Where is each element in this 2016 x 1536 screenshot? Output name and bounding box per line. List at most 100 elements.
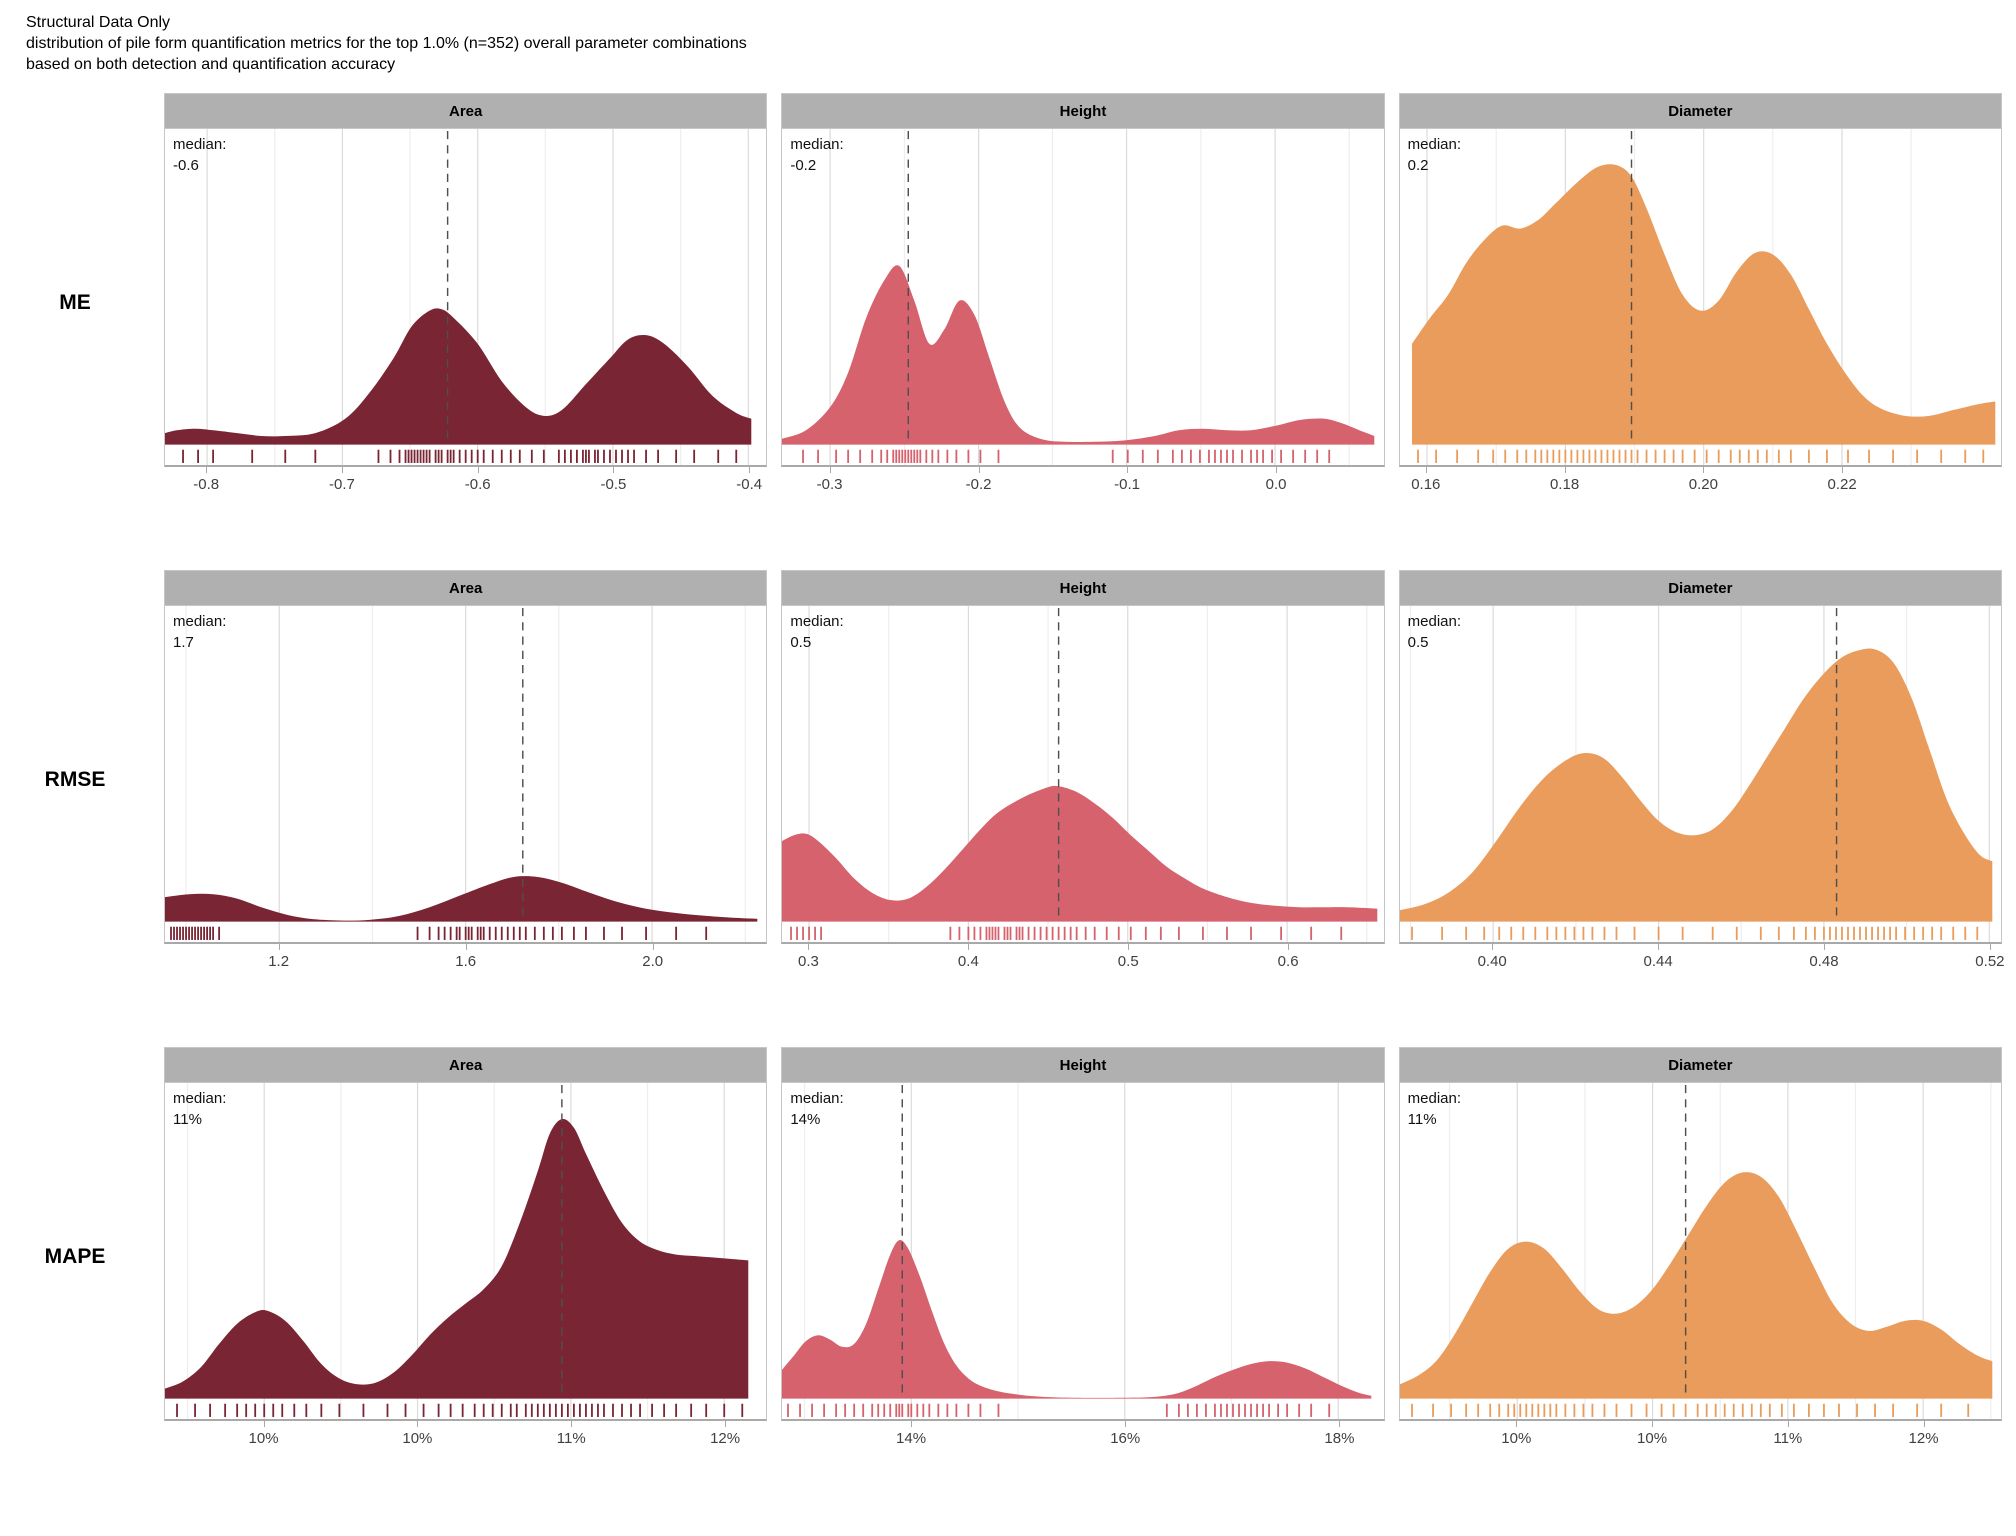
- panel-me-area: Area median: -0.6 -0.8 -0.7 -0.6 -0.5 -0.4: [164, 93, 768, 513]
- panel-mape-diameter: Diameter median: 11% 10% 10% 11% 12%: [1398, 1047, 2002, 1467]
- facet-strip-area: Area: [164, 93, 768, 128]
- median-label: median:: [790, 1090, 844, 1107]
- x-tick-label: 16%: [1110, 1430, 1141, 1447]
- median-value: 0.5: [1407, 634, 1429, 651]
- x-tick-label: 0.48: [1809, 953, 1839, 970]
- density-area: [1399, 648, 1992, 922]
- median-value: -0.2: [790, 157, 817, 174]
- panel-rmse-diameter: Diameter median: 0.5 0.40 0.44 0.48 0.52: [1398, 570, 2005, 990]
- x-axis: -0.8 -0.7 -0.6 -0.5 -0.4: [164, 467, 767, 513]
- x-tick-mark: [652, 944, 654, 950]
- x-tick-mark: [749, 467, 751, 473]
- x-tick-mark: [808, 944, 810, 950]
- x-axis: 14% 16% 18%: [781, 1421, 1384, 1467]
- x-tick-label: -0.5: [600, 476, 627, 493]
- x-tick-mark: [1787, 1421, 1789, 1427]
- x-tick-mark: [263, 1421, 265, 1427]
- x-tick-mark: [1516, 1421, 1518, 1427]
- row-label-rmse: RMSE: [44, 768, 106, 791]
- median-label: median:: [790, 136, 844, 153]
- median-annotation: median: 0.5: [1408, 611, 1461, 653]
- median-label: median:: [173, 1090, 227, 1107]
- x-tick-mark: [571, 1421, 573, 1427]
- x-axis: 10% 10% 11% 12%: [1399, 1421, 2002, 1467]
- density-plot: median: 11%: [1398, 1082, 2002, 1421]
- median-value: -0.6: [173, 157, 199, 174]
- x-tick-mark: [1703, 467, 1705, 473]
- title-line-1: Structural Data Only: [26, 14, 171, 31]
- x-tick-mark: [613, 467, 615, 473]
- row-label-me: ME: [59, 291, 91, 314]
- median-value: 0.5: [790, 634, 812, 651]
- panel-me-height: Height median: -0.2 -0.3 -0.2 -0.1 0.0: [781, 93, 1385, 513]
- x-tick-mark: [417, 1421, 419, 1427]
- x-tick-label: 0.5: [1117, 953, 1139, 970]
- x-tick-label: 2.0: [642, 953, 664, 970]
- x-tick-mark: [1842, 467, 1844, 473]
- density-plot: median: -0.2: [781, 128, 1385, 467]
- panel-mape-height: Height median: 14% 14% 16% 18%: [781, 1047, 1385, 1467]
- chart-title-block: Structural Data Only distribution of pil…: [0, 0, 2016, 75]
- x-tick-label: 0.18: [1549, 476, 1580, 493]
- x-axis: -0.3 -0.2 -0.1 0.0: [781, 467, 1384, 513]
- row-label-mape: MAPE: [44, 1245, 106, 1268]
- density-svg: [782, 129, 1375, 465]
- x-tick-label: 0.52: [1975, 953, 2005, 970]
- panel-me-diameter: Diameter median: 0.2 0.16 0.18 0.20 0.22: [1398, 93, 2002, 513]
- x-tick-mark: [206, 467, 208, 473]
- median-label: median:: [790, 613, 844, 630]
- x-tick-mark: [341, 467, 343, 473]
- median-annotation: median: -0.2: [790, 134, 843, 176]
- median-value: 14%: [790, 1111, 821, 1128]
- x-tick-label: -0.7: [329, 476, 355, 493]
- median-annotation: median: 0.5: [790, 611, 843, 653]
- median-label: median:: [1407, 136, 1462, 153]
- panel-rmse-area: Area median: 1.7 1.2 1.6 2.0: [164, 570, 768, 990]
- x-tick-mark: [911, 1421, 913, 1427]
- median-value: 11%: [173, 1111, 202, 1128]
- x-tick-mark: [1658, 944, 1660, 950]
- x-tick-label: 0.20: [1688, 476, 1718, 493]
- x-tick-label: 12%: [710, 1430, 741, 1447]
- facet-strip-area: Area: [164, 570, 768, 605]
- density-area: [1399, 1172, 1992, 1399]
- x-tick-label: -0.4: [736, 476, 763, 493]
- density-svg: [165, 606, 758, 942]
- x-axis: 1.2 1.6 2.0: [164, 944, 767, 990]
- x-tick-mark: [968, 944, 970, 950]
- density-svg: [1399, 1083, 1992, 1419]
- title-line-2: distribution of pile form quantification…: [26, 35, 747, 52]
- x-tick-label: -0.3: [816, 476, 843, 493]
- x-tick-label: -0.2: [965, 476, 992, 493]
- x-axis: 0.40 0.44 0.48 0.52: [1399, 944, 2005, 990]
- x-tick-mark: [725, 1421, 727, 1427]
- density-svg: [782, 606, 1378, 942]
- density-svg: [782, 1083, 1372, 1419]
- x-tick-mark: [465, 944, 467, 950]
- x-tick-label: 0.4: [957, 953, 979, 970]
- median-value: 11%: [1407, 1111, 1437, 1128]
- density-svg: [1399, 606, 1992, 942]
- x-tick-label: 11%: [1773, 1430, 1803, 1447]
- facet-strip-diameter: Diameter: [1398, 1047, 2002, 1082]
- density-area: [165, 308, 752, 445]
- x-tick-label: 0.0: [1265, 476, 1287, 493]
- median-label: median:: [173, 136, 227, 153]
- density-plot: median: 14%: [781, 1082, 1385, 1421]
- x-tick-label: 14%: [896, 1430, 927, 1447]
- x-axis: 10% 10% 11% 12%: [164, 1421, 767, 1467]
- x-tick-label: -0.6: [464, 476, 491, 493]
- x-tick-label: 0.40: [1477, 953, 1507, 970]
- x-tick-mark: [1128, 944, 1130, 950]
- title-line-3: based on both detection and quantificati…: [26, 56, 396, 73]
- x-tick-mark: [1824, 944, 1825, 950]
- x-tick-mark: [1425, 467, 1427, 473]
- x-tick-label: 10%: [402, 1430, 433, 1447]
- median-annotation: median: -0.6: [173, 134, 226, 176]
- x-tick-label: -0.8: [193, 476, 220, 493]
- median-annotation: median: 11%: [1408, 1088, 1461, 1130]
- density-area: [782, 265, 1375, 445]
- x-tick-label: 0.16: [1411, 476, 1441, 493]
- density-plot: median: 0.5: [1398, 605, 2002, 944]
- x-tick-label: 12%: [1908, 1430, 1939, 1447]
